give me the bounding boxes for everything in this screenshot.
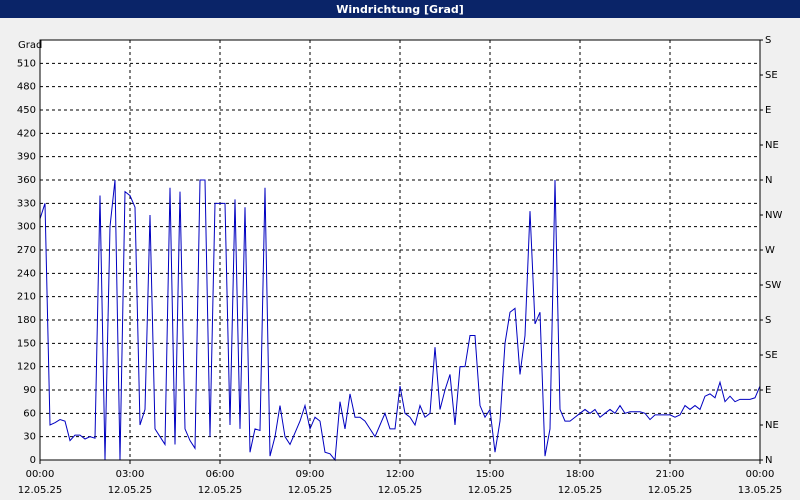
x-tick-date: 12.05.25 [198,485,243,496]
x-tick-date: 13.05.25 [738,485,783,496]
x-tick-date: 12.05.25 [18,485,63,496]
y2-tick-label: SE [765,70,778,81]
x-tick-label: 00:00 [26,469,55,480]
y-tick-label: 120 [17,362,36,373]
x-tick-date: 12.05.25 [108,485,153,496]
y-tick-label: 30 [23,432,36,443]
y-tick-label: 420 [17,128,36,139]
y-tick-label: 150 [17,338,36,349]
chart-title: Windrichtung [Grad] [336,3,464,16]
x-tick-label: 09:00 [296,469,325,480]
y2-tick-label: NW [765,210,782,221]
y-tick-label: 360 [17,175,36,186]
y-tick-label: 240 [17,268,36,279]
y-tick-label: 60 [23,408,36,419]
data-line [39,179,761,462]
y2-tick-label: E [765,385,771,396]
x-tick-label: 06:00 [206,469,235,480]
y-tick-label: 0 [30,455,36,466]
x-tick-label: 00:00 [746,469,775,480]
y2-tick-label: SE [765,350,778,361]
y-tick-label: 480 [17,82,36,93]
y-tick-label: 510 [17,58,36,69]
y-axis-label: Grad [18,40,42,51]
y2-tick-label: S [765,315,771,326]
y-tick-label: 390 [17,152,36,163]
y2-tick-label: NE [765,140,779,151]
x-tick-label: 18:00 [566,469,595,480]
y-tick-label: 90 [23,385,36,396]
x-tick-date: 12.05.25 [558,485,603,496]
y-tick-label: 330 [17,198,36,209]
x-tick-date: 12.05.25 [378,485,423,496]
y2-tick-label: W [765,245,775,256]
y2-tick-label: N [765,455,772,466]
y2-tick-label: N [765,175,772,186]
y2-tick-label: SW [765,280,781,291]
title-bar [0,0,800,18]
x-tick-date: 12.05.25 [648,485,693,496]
y-tick-label: 210 [17,292,36,303]
y-tick-label: 270 [17,245,36,256]
x-tick-label: 12:00 [386,469,415,480]
plot-border [39,39,761,461]
x-tick-label: 15:00 [476,469,505,480]
x-tick-label: 03:00 [116,469,145,480]
y-tick-label: 300 [17,222,36,233]
y-tick-label: 450 [17,105,36,116]
x-tick-date: 12.05.25 [288,485,333,496]
y2-tick-label: E [765,105,771,116]
x-tick-date: 12.05.25 [468,485,513,496]
y-tick-label: 180 [17,315,36,326]
y2-tick-label: S [765,35,771,46]
y2-tick-label: NE [765,420,779,431]
x-tick-label: 21:00 [656,469,685,480]
